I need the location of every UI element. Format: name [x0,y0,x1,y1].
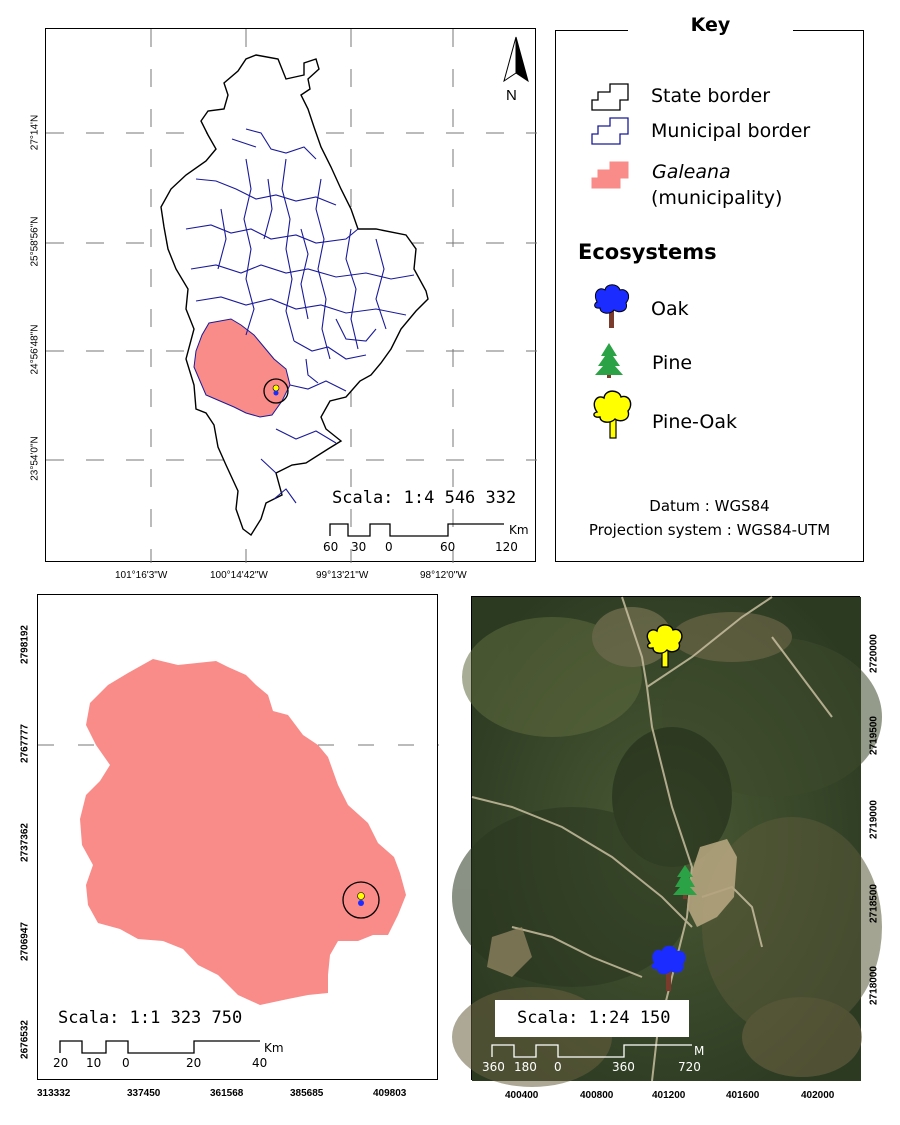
top-scale-num-5: 120 [495,540,518,554]
key-label-galeana-sub: (municipality) [651,187,783,209]
lon-label-2: 100°14'42"W [210,570,268,581]
state-border-icon [591,83,629,111]
right-y-label-2: 2719500 [868,716,880,755]
right-scale-num-1: 360 [482,1060,505,1074]
oak-marker [358,900,364,906]
right-y-label-4: 2718500 [868,884,880,923]
right-x-label-4: 401600 [726,1090,760,1101]
right-y-label-5: 2718000 [868,966,880,1005]
right-scale-num-3: 0 [554,1060,562,1074]
satellite-map-frame: Scala: 1:24 150 M 360 180 0 360 720 [452,596,882,1087]
left-scale-num-3: 0 [122,1056,130,1070]
projection-text: Projection system : WGS84-UTM [588,521,831,539]
left-x-label-4: 385685 [290,1088,324,1099]
right-scale-num-4: 360 [612,1060,635,1074]
right-y-label-1: 2720000 [868,634,880,673]
satellite-image [452,596,882,1087]
municipal-borders [185,128,415,504]
key-label-pine-oak: Pine-Oak [652,411,738,433]
nuevo-leon-state-outline [160,54,429,537]
pine-oak-tree-icon [646,624,683,668]
left-scale-num-4: 20 [186,1056,202,1070]
galeana-map [38,659,439,1054]
left-scale-num-2: 10 [86,1056,102,1070]
top-scale-num-4: 60 [440,540,456,554]
right-scale-bg [495,1000,689,1037]
top-scale-unit: Km [509,523,529,537]
left-scale-unit: Km [264,1041,284,1055]
key-label-pine: Pine [652,352,693,374]
left-scale-bg [54,1002,249,1032]
study-area-circle [263,378,289,404]
right-scale-text: Scala: 1:24 150 [517,1008,671,1028]
left-scale-num-5: 40 [252,1056,268,1070]
key-label-state-border: State border [651,85,771,107]
left-y-label-1: 2798192 [19,625,31,664]
key-title-text: Key [690,14,731,36]
right-x-label-1: 400400 [505,1090,539,1101]
north-arrow-icon [503,36,529,83]
right-scale-bar [491,1044,692,1058]
terrain-texture [452,607,882,1087]
top-scale-num-3: 0 [385,540,393,554]
left-scale-num-1: 20 [53,1056,69,1070]
top-scale-text: Scala: 1:4 546 332 [332,488,517,508]
left-y-label-3: 2737362 [19,823,31,862]
top-scale-num-1: 60 [323,540,339,554]
left-scale-bar [59,1040,260,1054]
right-y-label-3: 2719000 [868,800,880,839]
left-x-label-2: 337450 [127,1088,161,1099]
right-x-label-5: 402000 [801,1090,835,1101]
lon-label-4: 98°12'0"W [420,570,467,581]
left-x-label-3: 361568 [210,1088,244,1099]
left-y-label-2: 2767777 [19,724,31,763]
datum-text: Datum : WGS84 [649,497,770,515]
pine-tree-icon [595,343,623,378]
galeana-municipality-detail [80,659,406,1005]
left-y-label-5: 2676532 [19,1020,31,1059]
right-x-label-3: 401200 [652,1090,686,1101]
pine-tree-icon [673,865,697,899]
municipal-border-icon [591,117,629,145]
top-scale-bar [329,523,504,537]
key-title-bg [628,14,793,40]
key-label-galeana: Galeana [652,161,731,183]
left-x-label-1: 313332 [37,1088,71,1099]
pine-oak-marker [357,892,365,900]
oak-tree-icon [651,945,686,991]
galeana-map-frame: Scala: 1:1 323 750 Km 20 10 0 20 40 [37,594,439,1080]
right-scale-num-2: 180 [514,1060,537,1074]
lon-label-3: 99°13'21"W [316,570,369,581]
key-icons [591,83,632,439]
galeana-municipality [193,318,291,418]
left-y-label-4: 2706947 [19,922,31,961]
right-x-label-2: 400800 [580,1090,614,1101]
top-scale-num-2: 30 [351,540,367,554]
key-label-oak: Oak [651,298,689,320]
oak-tree-icon [594,284,630,328]
pine-oak-tree-icon [593,390,632,439]
north-label: N [506,87,517,104]
state-map [46,29,537,563]
galeana-icon [591,161,629,189]
right-scale-unit: M [694,1044,705,1058]
left-scale-text: Scala: 1:1 323 750 [58,1008,243,1028]
right-scale-num-5: 720 [678,1060,701,1074]
key-label-municipal-border: Municipal border [651,120,811,142]
ecosystems-heading: Ecosystems [578,240,717,264]
clearing [687,839,737,927]
left-x-label-5: 409803 [373,1088,407,1099]
oak-marker [273,390,279,396]
state-map-frame: N Scala: 1:4 546 332 Km 60 30 0 60 120 [45,28,537,563]
study-area-circle [342,881,380,919]
lon-label-1: 101°16'3"W [115,570,168,581]
